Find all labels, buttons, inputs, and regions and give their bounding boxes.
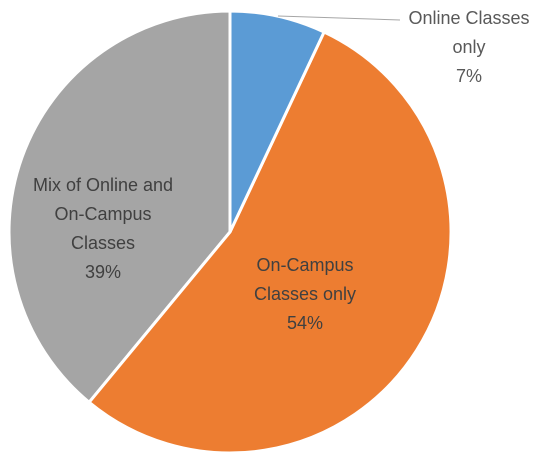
slice-label: Online Classes only 7% xyxy=(399,4,539,91)
value-label: 7% xyxy=(455,66,482,86)
value-label: 39% xyxy=(84,262,122,282)
category-label: On-Campus Classes only xyxy=(253,255,357,304)
pie-slice xyxy=(7,9,232,404)
pie-slice xyxy=(87,30,453,455)
slice-label: Mix of Online and On-Campus Classes 39% xyxy=(28,171,178,287)
category-label: Online Classes only xyxy=(408,8,530,57)
slice-label: On-Campus Classes only 54% xyxy=(235,251,375,338)
value-label: 54% xyxy=(286,313,324,333)
category-label: Mix of Online and On-Campus Classes xyxy=(32,175,174,253)
leader-line xyxy=(277,15,401,21)
